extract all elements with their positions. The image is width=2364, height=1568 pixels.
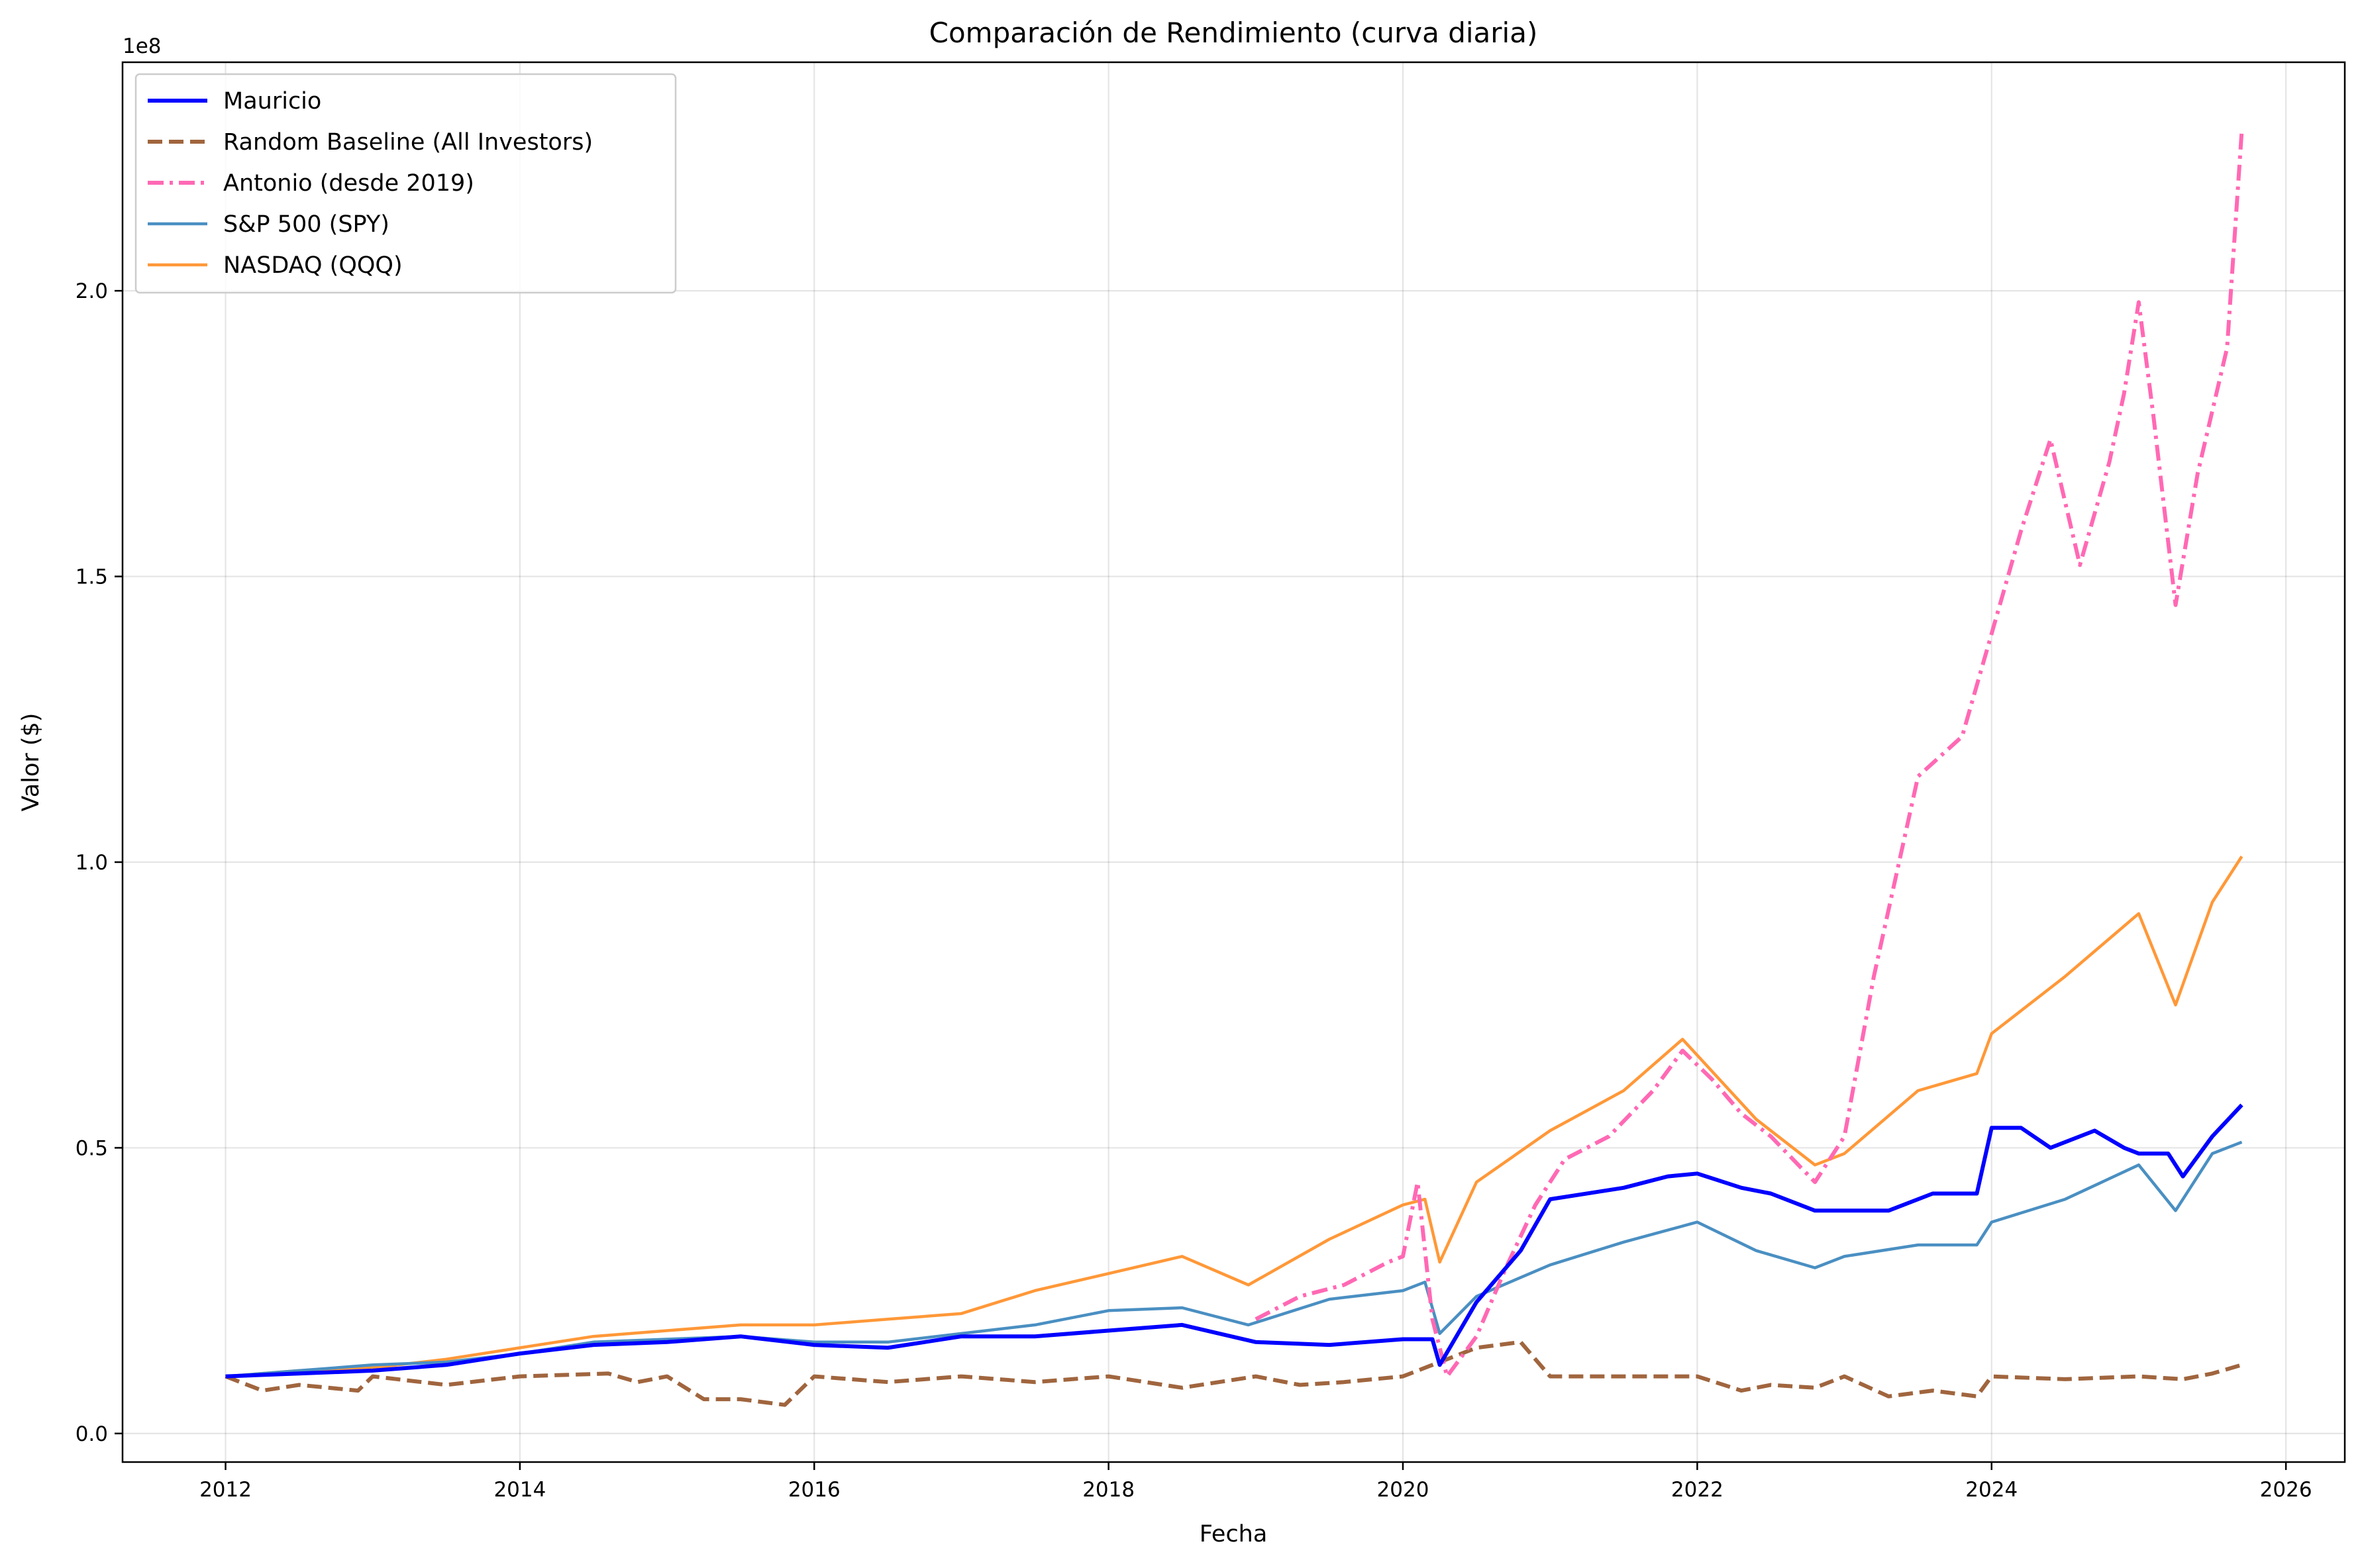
x-tick-label: 2022 — [1671, 1478, 1723, 1502]
x-tick-label: 2018 — [1082, 1478, 1135, 1502]
x-tick-label: 2014 — [493, 1478, 546, 1502]
series-line-3 — [225, 1140, 2243, 1378]
y-tick-label: 1.0 — [76, 851, 108, 875]
plot-area-frame — [121, 61, 2346, 1463]
legend-label: Mauricio — [223, 88, 321, 115]
legend-label: S&P 500 (SPY) — [223, 211, 389, 238]
x-tick-label: 2024 — [1965, 1478, 2018, 1502]
y-axis-title: Valor ($) — [18, 713, 44, 812]
series-line-0 — [225, 1103, 2243, 1379]
axis-ticks: 2012 2014 2016 2018 2020 2022 2024 2026 0.0 0.5 1.… — [76, 279, 2312, 1502]
legend-label: Antonio (desde 2019) — [223, 170, 474, 197]
x-tick-label: 2016 — [788, 1478, 841, 1502]
y-tick-label: 1.5 — [76, 565, 108, 589]
y-tick-label: 0.5 — [76, 1136, 108, 1160]
y-tick-label: 0.0 — [76, 1422, 108, 1446]
series-line-4 — [225, 856, 2243, 1378]
series-line-1 — [225, 1340, 2243, 1407]
y-tick-label: 2.0 — [76, 279, 108, 303]
series-line-2 — [1255, 130, 2244, 1379]
legend-label: NASDAQ (QQQ) — [223, 252, 403, 279]
x-axis-title: Fecha — [1200, 1521, 1268, 1547]
legend-box — [134, 73, 677, 294]
plot-series — [225, 130, 2244, 1407]
y-axis-offset-label: 1e8 — [123, 34, 162, 58]
chart-title: Comparación de Rendimiento (curva diaria… — [929, 17, 1538, 49]
x-tick-label: 2026 — [2260, 1478, 2312, 1502]
legend-label: Random Baseline (All Investors) — [223, 129, 593, 156]
x-tick-label: 2020 — [1377, 1478, 1429, 1502]
grid — [123, 62, 2345, 1462]
legend: Mauricio Random Baseline (All Investors) A… — [134, 73, 677, 294]
x-tick-label: 2012 — [199, 1478, 252, 1502]
